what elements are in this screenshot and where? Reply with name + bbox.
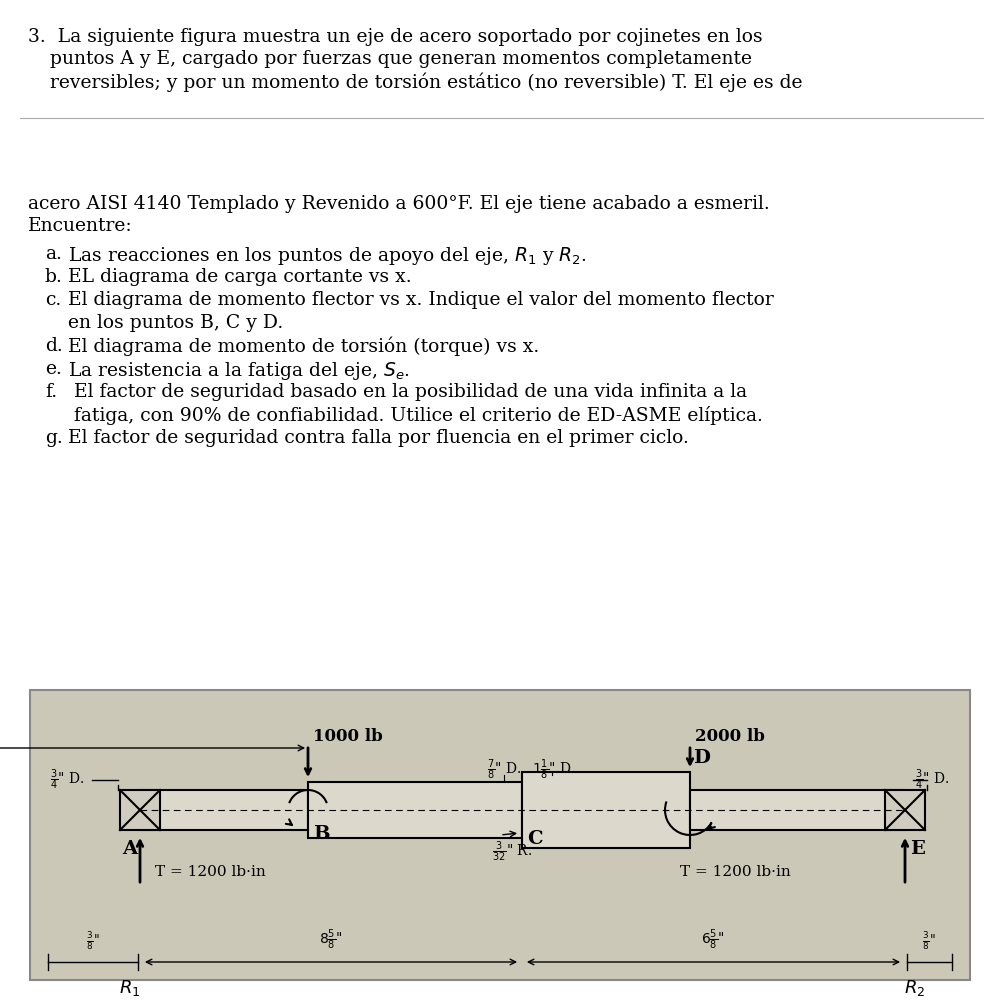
Text: E: E: [909, 840, 924, 858]
Bar: [140, 790, 308, 830]
Text: 3.  La siguiente figura muestra un eje de acero soportado por cojinetes en los: 3. La siguiente figura muestra un eje de…: [28, 28, 762, 46]
Text: $1\frac{1}{8}$" D.: $1\frac{1}{8}$" D.: [531, 758, 575, 782]
Text: acero AISI 4140 Templado y Revenido a 600°F. El eje tiene acabado a esmeril.: acero AISI 4140 Templado y Revenido a 60…: [28, 195, 769, 213]
Text: b.: b.: [45, 268, 63, 286]
Bar: [689, 790, 904, 830]
Text: $8\frac{5}{8}$": $8\frac{5}{8}$": [319, 927, 343, 952]
Bar: [120, 790, 160, 830]
Text: EL diagrama de carga cortante vs x.: EL diagrama de carga cortante vs x.: [68, 268, 411, 286]
Text: $\frac{3}{32}$" R.: $\frac{3}{32}$" R.: [492, 840, 532, 864]
Text: $\frac{3}{8}$": $\frac{3}{8}$": [921, 930, 935, 952]
Text: d.: d.: [45, 337, 63, 355]
Text: $R_1$: $R_1$: [119, 978, 140, 998]
Bar: [308, 782, 521, 838]
Text: B: B: [313, 825, 330, 843]
Text: T = 1200 lb·in: T = 1200 lb·in: [155, 865, 266, 879]
Text: $6\frac{5}{8}$": $6\frac{5}{8}$": [700, 927, 724, 952]
Text: $\frac{7}{8}$" D.: $\frac{7}{8}$" D.: [487, 758, 521, 782]
Text: en los puntos B, C y D.: en los puntos B, C y D.: [68, 314, 283, 332]
Bar: [30, 690, 969, 980]
Text: El factor de seguridad basado en la posibilidad de una vida infinita a la: El factor de seguridad basado en la posi…: [68, 383, 746, 401]
Text: $\frac{3}{8}$": $\frac{3}{8}$": [86, 930, 100, 952]
Text: reversibles; y por un momento de torsión estático (no reversible) T. El eje es d: reversibles; y por un momento de torsión…: [50, 72, 802, 92]
Text: La resistencia a la fatiga del eje, $S_e$.: La resistencia a la fatiga del eje, $S_e…: [68, 360, 410, 382]
Text: El factor de seguridad contra falla por fluencia en el primer ciclo.: El factor de seguridad contra falla por …: [68, 429, 688, 447]
Text: Encuentre:: Encuentre:: [28, 217, 132, 235]
Bar: [884, 790, 924, 830]
Text: 2000 lb: 2000 lb: [694, 728, 765, 745]
Text: El diagrama de momento de torsión (torque) vs x.: El diagrama de momento de torsión (torqu…: [68, 337, 539, 357]
Text: g.: g.: [45, 429, 63, 447]
Bar: [521, 772, 689, 848]
Text: puntos A y E, cargado por fuerzas que generan momentos completamente: puntos A y E, cargado por fuerzas que ge…: [50, 50, 752, 68]
Text: A: A: [122, 840, 137, 858]
Text: C: C: [526, 830, 542, 848]
Text: D: D: [692, 749, 709, 767]
Text: $\frac{3}{4}$" D.: $\frac{3}{4}$" D.: [914, 768, 949, 792]
Text: a.: a.: [45, 245, 62, 263]
Text: $\frac{3}{4}$" D.: $\frac{3}{4}$" D.: [50, 768, 85, 792]
Text: T = 1200 lb·in: T = 1200 lb·in: [679, 865, 790, 879]
Text: e.: e.: [45, 360, 62, 378]
Text: c.: c.: [45, 291, 61, 309]
Text: El diagrama de momento flector vs x. Indique el valor del momento flector: El diagrama de momento flector vs x. Ind…: [68, 291, 773, 309]
Text: fatiga, con 90% de confiabilidad. Utilice el criterio de ED-ASME elíptica.: fatiga, con 90% de confiabilidad. Utilic…: [68, 406, 763, 425]
Text: f.: f.: [45, 383, 57, 401]
Text: Las reacciones en los puntos de apoyo del eje, $R_1$ y $R_2$.: Las reacciones en los puntos de apoyo de…: [68, 245, 586, 267]
Text: $R_2$: $R_2$: [904, 978, 925, 998]
Text: 1000 lb: 1000 lb: [313, 728, 383, 745]
